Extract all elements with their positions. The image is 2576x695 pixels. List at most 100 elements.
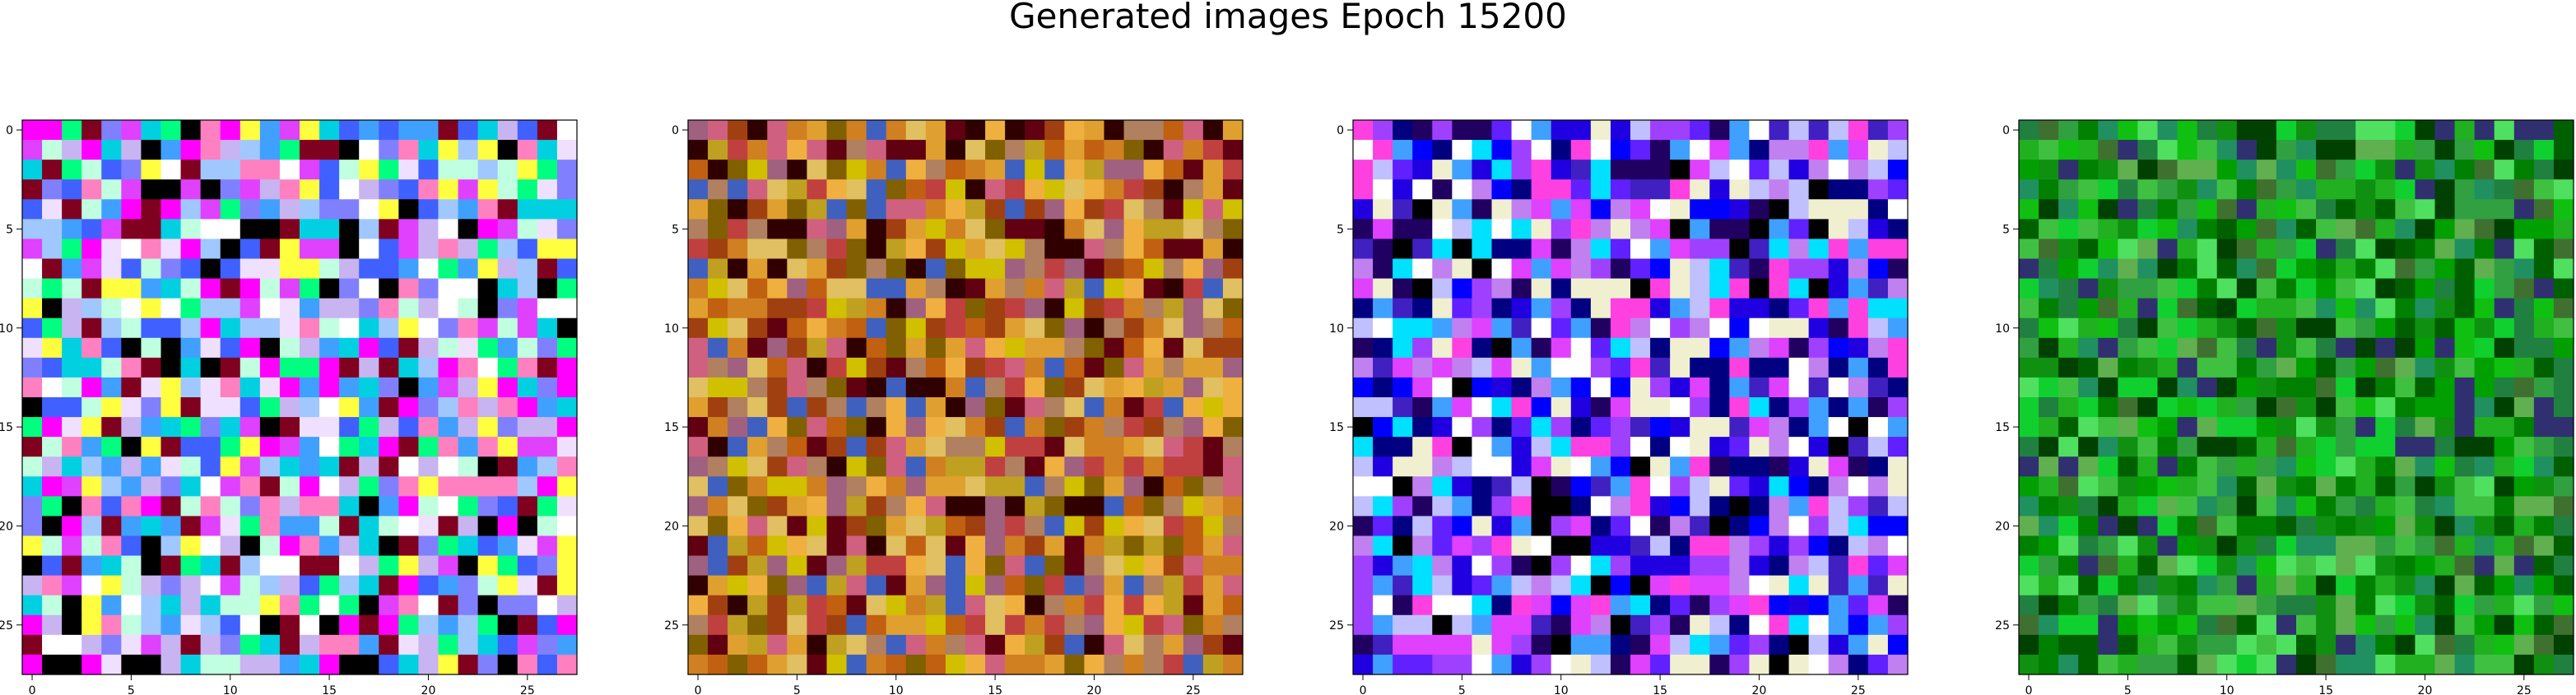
pixel-cell	[1709, 417, 1730, 438]
pixel-cell	[1690, 575, 1710, 596]
pixel-cell	[1690, 298, 1710, 319]
pixel-cell	[2355, 614, 2376, 636]
pixel-cell	[2157, 417, 2178, 438]
pixel-cell	[1353, 120, 1374, 141]
pixel-cell	[438, 140, 459, 160]
pixel-cell	[477, 516, 499, 537]
pixel-cell	[2098, 654, 2118, 675]
pixel-cell	[965, 278, 986, 299]
pixel-cell	[846, 239, 867, 260]
pixel-cell	[259, 397, 281, 418]
pixel-cell	[300, 179, 320, 200]
pixel-cell	[1788, 516, 1810, 537]
pixel-cell	[379, 298, 399, 319]
pixel-cell	[339, 120, 360, 141]
pixel-cell	[1531, 555, 1552, 577]
pixel-cell	[1163, 614, 1184, 636]
pixel-cell	[1511, 357, 1532, 378]
x-tick-label: 10	[889, 684, 904, 695]
pixel-cell	[2098, 357, 2118, 378]
pixel-cell	[2118, 317, 2139, 339]
pixel-cell	[1729, 120, 1751, 141]
pixel-cell	[826, 258, 848, 280]
pixel-cell	[458, 496, 479, 517]
pixel-cell	[1610, 437, 1631, 457]
pixel-cell	[2553, 654, 2574, 675]
pixel-cell	[1887, 437, 1909, 457]
pixel-cell	[1432, 654, 1453, 675]
pixel-cell	[708, 357, 728, 378]
y-tick-label: 10	[1329, 322, 1344, 336]
pixel-cell	[2474, 555, 2495, 577]
pixel-cell	[1690, 317, 1710, 339]
pixel-cell	[2197, 239, 2218, 260]
pixel-cell	[1650, 476, 1671, 497]
pixel-cell	[886, 337, 907, 359]
pixel-cell	[767, 258, 788, 280]
pixel-cell	[2256, 120, 2277, 141]
pixel-cell	[1848, 496, 1869, 517]
pixel-cell	[2197, 219, 2218, 240]
pixel-cell	[2078, 476, 2099, 497]
pixel-cell	[1472, 317, 1493, 339]
pixel-cell	[2197, 634, 2218, 656]
pixel-cell	[1373, 337, 1393, 359]
pixel-cell	[62, 456, 82, 477]
pixel-cell	[2336, 179, 2356, 200]
pixel-cell	[866, 298, 887, 319]
pixel-cell	[1005, 317, 1025, 339]
pixel-cell	[1393, 456, 1413, 477]
pixel-cell	[2256, 317, 2277, 339]
pixel-cell	[728, 120, 748, 141]
pixel-cell	[1064, 654, 1086, 675]
pixel-cell	[965, 258, 986, 280]
pixel-cell	[767, 337, 788, 359]
pixel-cell	[1551, 278, 1572, 299]
pixel-cell	[1025, 357, 1045, 378]
pixel-cell	[418, 179, 439, 200]
pixel-cell	[1630, 555, 1651, 577]
pixel-cell	[1670, 258, 1690, 280]
pixel-cell	[517, 377, 538, 398]
pixel-cell	[1412, 120, 1433, 141]
pixel-cell	[2098, 417, 2118, 438]
pixel-cell	[1005, 634, 1025, 656]
pixel-cell	[2316, 120, 2337, 141]
pixel-cell	[2276, 476, 2297, 497]
pixel-cell	[688, 298, 709, 319]
pixel-cell	[2296, 654, 2317, 675]
pixel-cell	[728, 258, 748, 280]
pixel-cell	[1432, 496, 1453, 517]
pixel-cell	[1353, 417, 1374, 438]
pixel-cell	[239, 417, 261, 438]
x-tick-label: 15	[988, 684, 1002, 695]
pixel-cell	[1005, 357, 1025, 378]
pixel-cell	[2454, 140, 2476, 160]
pixel-cell	[688, 317, 709, 339]
pixel-cell	[2296, 357, 2317, 378]
pixel-cell	[2474, 417, 2495, 438]
pixel-cell	[2355, 160, 2376, 180]
pixel-cell	[2316, 219, 2337, 240]
pixel-cell	[2098, 199, 2118, 220]
pixel-cell	[1590, 140, 1611, 160]
pixel-cell	[1887, 614, 1909, 636]
pixel-cell	[787, 476, 808, 497]
pixel-cell	[2098, 476, 2118, 497]
pixel-cell	[728, 397, 748, 418]
pixel-cell	[2137, 417, 2159, 438]
pixel-cell	[1202, 634, 1224, 656]
pixel-cell	[1222, 140, 1244, 160]
pixel-cell	[2039, 437, 2059, 457]
pixel-cell	[2177, 219, 2198, 240]
pixel-cell	[319, 634, 340, 656]
pixel-cell	[160, 199, 182, 220]
pixel-cell	[1788, 397, 1810, 418]
pixel-cell	[2474, 437, 2495, 457]
pixel-cell	[1472, 337, 1493, 359]
pixel-cell	[1551, 239, 1572, 260]
pixel-cell	[905, 496, 927, 517]
pixel-cell	[2415, 140, 2436, 160]
pixel-cell	[2474, 397, 2495, 418]
